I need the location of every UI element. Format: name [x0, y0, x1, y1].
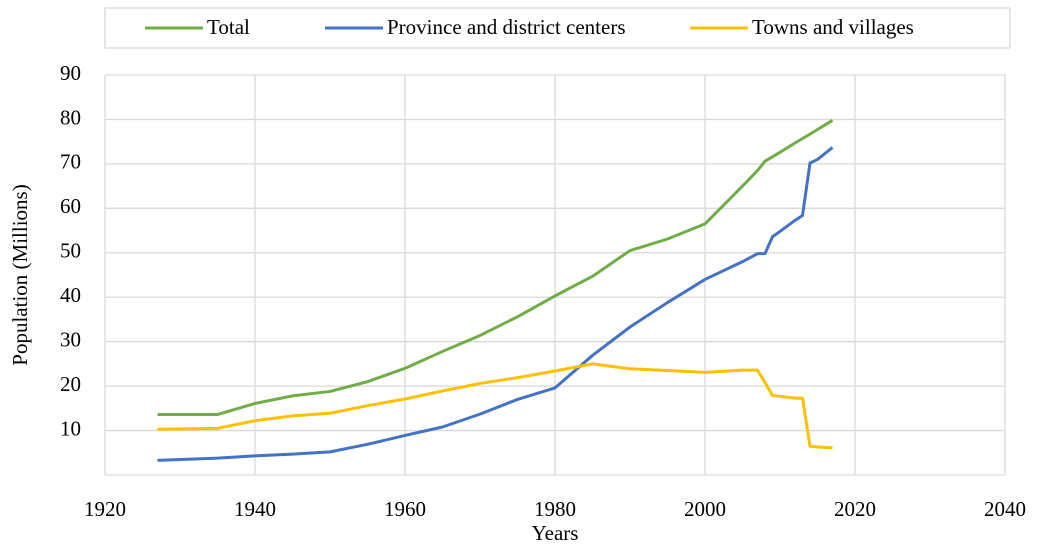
- y-tick-label: 50: [60, 239, 81, 263]
- y-tick-label: 20: [60, 372, 81, 396]
- y-tick-label: 70: [60, 150, 81, 174]
- y-tick-label: 30: [60, 327, 81, 351]
- x-tick-label: 2040: [984, 497, 1026, 521]
- x-tick-label: 2020: [834, 497, 876, 521]
- legend-box: [104, 7, 1011, 49]
- x-tick-label: 1920: [84, 497, 126, 521]
- line-series: [157, 362, 833, 450]
- legend-label: Towns and villages: [752, 15, 914, 39]
- y-axis-label: Population (Millions): [8, 184, 32, 365]
- x-tick-label: 1940: [234, 497, 276, 521]
- y-tick-label: 40: [60, 283, 81, 307]
- y-tick-label: 90: [60, 61, 81, 85]
- y-tick-label: 80: [60, 105, 81, 129]
- line-series: [157, 119, 834, 417]
- y-tick-label: 60: [60, 194, 81, 218]
- x-tick-label: 1960: [384, 497, 426, 521]
- x-tick-label: 1980: [534, 497, 576, 521]
- y-tick-label: 10: [60, 416, 81, 440]
- legend-label: Total: [207, 15, 250, 39]
- line-series: [157, 146, 834, 462]
- x-tick-label: 2000: [684, 497, 726, 521]
- x-axis-label: Years: [532, 521, 579, 545]
- legend-label: Province and district centers: [387, 15, 626, 39]
